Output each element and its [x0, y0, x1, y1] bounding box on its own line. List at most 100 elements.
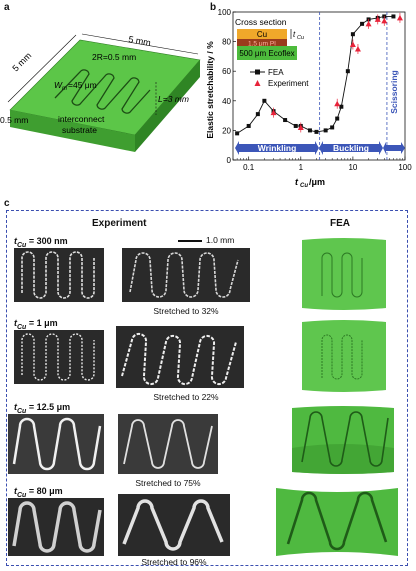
- panel-c-label: c: [4, 198, 10, 209]
- y-tick-label: 60: [222, 67, 231, 76]
- buckling-arrow: Buckling: [319, 141, 383, 155]
- length-text: L=3 mm: [158, 94, 189, 104]
- legend-fea-text: FEA: [268, 68, 284, 77]
- fea-12um: [290, 402, 396, 478]
- exp-photo-12um-relaxed: [8, 414, 104, 474]
- caption-row2: Stretched to 22%: [153, 392, 219, 402]
- substrate-side: [135, 60, 200, 152]
- panel-a-schematic: 5 mm 5 mm 0.5 mm 2R=0.5 mm W m =45 μm L=…: [0, 33, 201, 152]
- fea-point: [360, 21, 365, 26]
- y-tick-label: 40: [222, 97, 231, 106]
- serpentine-interconnect: [54, 69, 151, 114]
- inset-tcu: t: [293, 30, 296, 39]
- fea-point: [246, 123, 251, 128]
- inset-pi-text: 1.5 μm PI: [248, 41, 276, 48]
- dim-top-text: 5 mm: [128, 34, 152, 48]
- width-value: =45 μm: [68, 80, 97, 90]
- fea-point: [350, 32, 355, 37]
- fea-80um: [274, 484, 400, 560]
- caption-row1: Stretched to 32%: [153, 306, 219, 316]
- y-tick-label: 0: [227, 156, 232, 165]
- plot-frame: [232, 11, 406, 161]
- x-axis-label-sub: Cu: [300, 183, 308, 189]
- wrinkling-text: Wrinkling: [258, 143, 297, 153]
- substrate-front: [10, 110, 135, 152]
- x-axis-label-t: t: [295, 177, 299, 187]
- experiment-point: [354, 46, 361, 52]
- x-axis-label-unit: /μm: [309, 177, 325, 187]
- inset-title: Cross section: [235, 17, 287, 27]
- width-sub: m: [62, 86, 67, 92]
- substrate-text: substrate: [62, 125, 97, 135]
- fea-point: [307, 128, 312, 133]
- dim-left-line: [7, 34, 77, 103]
- scissoring-arrow: [383, 142, 405, 154]
- experiment-point: [349, 41, 356, 48]
- y-axis-label: Elastic stretchability / %: [205, 41, 215, 139]
- experiment-title: Experiment: [92, 218, 147, 229]
- panel-c-frame: [6, 210, 408, 566]
- row4-label: tCu = 80 μm: [14, 486, 63, 499]
- experiment-point: [334, 100, 341, 107]
- x-tick-label: 0.1: [243, 163, 255, 172]
- experiment-point: [270, 109, 277, 116]
- legend-exp-marker: [254, 80, 261, 86]
- experiment-point: [365, 20, 372, 27]
- inset-ecoflex-layer: [237, 46, 297, 60]
- scale-bar: [178, 240, 202, 242]
- exp-photo-300nm-stretched: [122, 248, 250, 302]
- fea-point: [262, 98, 267, 103]
- legend-fea-marker: [255, 69, 260, 75]
- fea-point: [323, 128, 328, 133]
- buckling-text: Buckling: [333, 143, 369, 153]
- dim-thickness-text: 0.5 mm: [0, 115, 28, 125]
- fea-point: [283, 118, 288, 123]
- width-symbol: W: [54, 80, 63, 90]
- fea-300nm: [300, 236, 388, 312]
- fea-point: [330, 125, 335, 130]
- panel-a-label: a: [4, 2, 10, 13]
- fea-point: [391, 14, 396, 19]
- exp-photo-80um-stretched: [118, 494, 230, 556]
- x-tick-label: 1: [299, 163, 304, 172]
- chart-axes: 0 20 40 60 80 100 0.1 1 10 100: [218, 8, 413, 172]
- experiment-point: [381, 17, 388, 24]
- fea-point: [345, 69, 350, 74]
- experiment-point: [374, 16, 381, 22]
- dim-left-text: 5 mm: [10, 50, 33, 73]
- fea-point: [335, 116, 340, 121]
- caption-row3: Stretched to 75%: [135, 478, 201, 488]
- exp-photo-12um-stretched: [118, 414, 218, 474]
- row3-label: tCu = 12.5 μm: [14, 402, 71, 415]
- scissoring-text: Scissoring: [389, 70, 399, 113]
- inset-tcu-sub: Cu: [297, 35, 304, 41]
- radius-text: 2R=0.5 mm: [92, 52, 136, 62]
- inset-pi-layer: [237, 39, 287, 46]
- fea-point: [235, 131, 240, 136]
- inset-cu-layer: [237, 29, 287, 39]
- exp-photo-300nm-relaxed: [14, 248, 104, 302]
- exp-photo-1um-relaxed: [14, 330, 104, 384]
- inset-cu-text: Cu: [257, 30, 267, 39]
- interconnect-text: interconnect: [58, 114, 105, 124]
- legend-exp-text: Experiment: [268, 79, 309, 88]
- fea-point: [255, 112, 260, 117]
- inset-ecoflex-text: 500 μm Ecoflex: [239, 49, 294, 58]
- row1-label: tCu = 300 nm: [14, 236, 68, 249]
- scale-bar-label: 1.0 mm: [206, 235, 235, 245]
- caption-row4: Stretched to 96%: [141, 557, 207, 567]
- fea-title: FEA: [330, 218, 350, 229]
- y-tick-label: 80: [222, 38, 231, 47]
- experiment-point: [396, 14, 403, 21]
- fea-point: [314, 129, 319, 134]
- wrinkling-arrow: Wrinkling: [235, 141, 319, 155]
- x-tick-label: 10: [348, 163, 357, 172]
- x-tick-label: 100: [398, 163, 412, 172]
- y-tick-label: 100: [218, 8, 232, 17]
- stretchability-chart: 0 20 40 60 80 100 0.1 1 10 100 Wrinkling Buckling…: [205, 8, 413, 189]
- fea-1um: [300, 318, 388, 394]
- exp-photo-80um-relaxed: [8, 498, 104, 556]
- dim-top-line: [81, 33, 199, 55]
- experiment-point: [297, 124, 304, 130]
- row2-label: tCu = 1 μm: [14, 318, 58, 331]
